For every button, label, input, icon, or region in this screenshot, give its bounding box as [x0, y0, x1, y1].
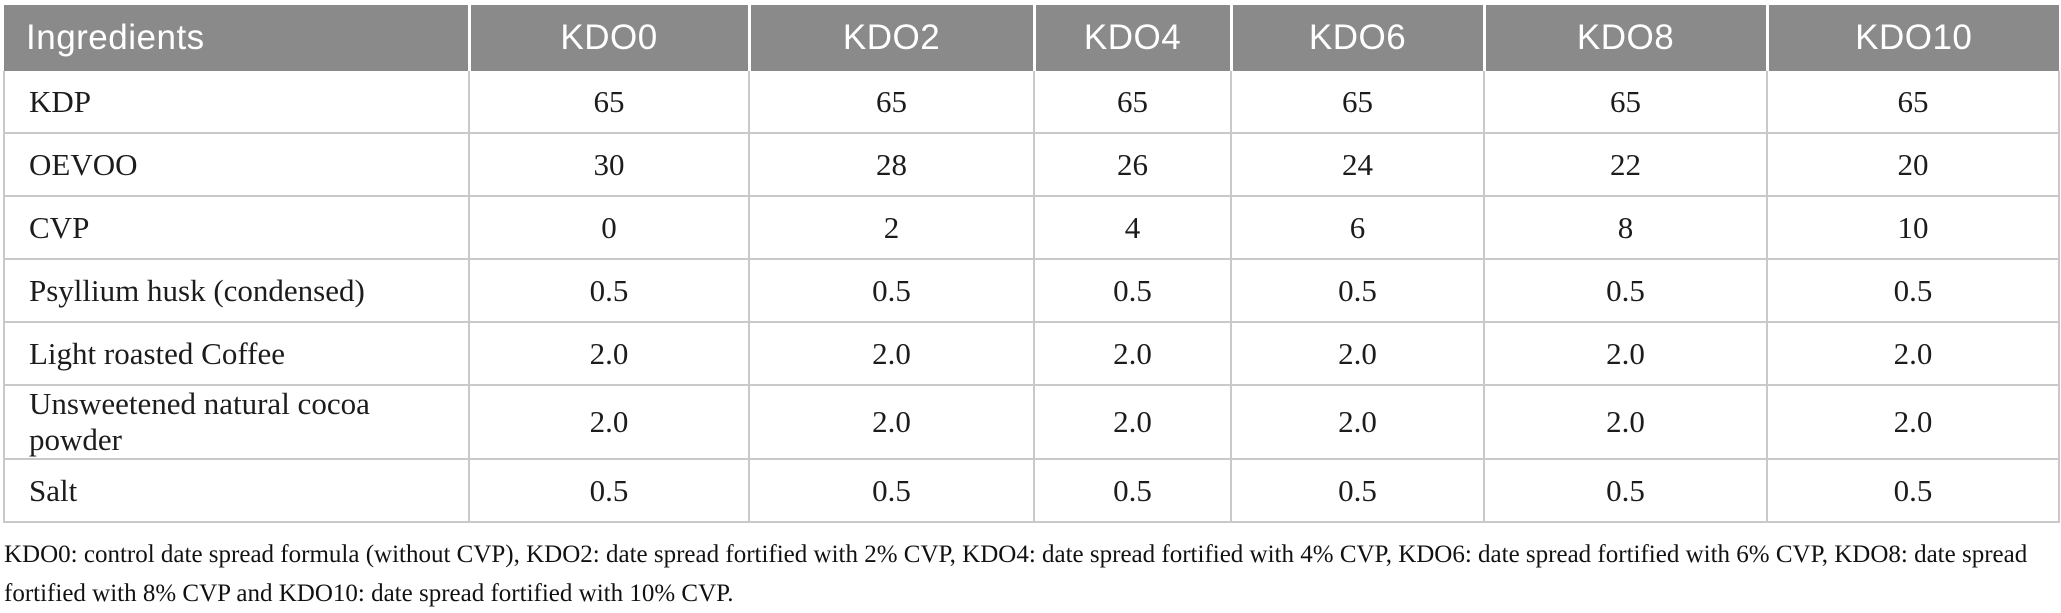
value-cell: 65 [1230, 71, 1485, 134]
value-cell: 0.5 [1766, 258, 2060, 323]
ingredient-cell: KDP [3, 71, 470, 134]
value-cell: 0 [468, 195, 750, 260]
value-cell: 2.0 [1033, 321, 1232, 386]
value-cell: 2.0 [1483, 321, 1768, 386]
table-header-row: Ingredients KDO0 KDO2 KDO4 KDO6 KDO8 KDO10 [4, 5, 2059, 71]
value-cell: 65 [468, 71, 750, 134]
value-cell: 0.5 [1483, 458, 1768, 523]
table-row: Light roasted Coffee 2.0 2.0 2.0 2.0 2.0 2.0 [3, 321, 2060, 386]
value-cell: 2.0 [1483, 384, 1768, 460]
column-header-kdo8: KDO8 [1482, 5, 1767, 71]
table-row: CVP 0 2 4 6 8 10 [3, 195, 2060, 260]
ingredient-cell: OEVOO [3, 132, 470, 197]
value-cell: 0.5 [748, 458, 1035, 523]
value-cell: 30 [468, 132, 750, 197]
ingredient-cell: Light roasted Coffee [3, 321, 470, 386]
value-cell: 2.0 [468, 321, 750, 386]
value-cell: 65 [1766, 71, 2060, 134]
table-row: Salt 0.5 0.5 0.5 0.5 0.5 0.5 [3, 458, 2060, 523]
column-header-ingredients: Ingredients [4, 5, 469, 71]
table-row: Unsweetened natural cocoa powder 2.0 2.0 2.… [3, 384, 2060, 460]
value-cell: 2.0 [1766, 384, 2060, 460]
value-cell: 10 [1766, 195, 2060, 260]
table-body: KDP 65 65 65 65 65 65 OEVOO 30 28 26 24 22 20 CVP 0 2 4 6 8… [3, 71, 2060, 523]
table-header: Ingredients KDO0 KDO2 KDO4 KDO6 KDO8 KDO10 [4, 5, 2059, 71]
ingredients-table: Ingredients KDO0 KDO2 KDO4 KDO6 KDO8 KDO10 KDP… [3, 5, 2060, 523]
value-cell: 0.5 [1033, 258, 1232, 323]
value-cell: 0.5 [1033, 458, 1232, 523]
value-cell: 28 [748, 132, 1035, 197]
column-header-kdo4: KDO4 [1032, 5, 1231, 71]
column-header-kdo6: KDO6 [1229, 5, 1484, 71]
value-cell: 2.0 [468, 384, 750, 460]
table-row: Psyllium husk (condensed) 0.5 0.5 0.5 0.5 0.5… [3, 258, 2060, 323]
value-cell: 26 [1033, 132, 1232, 197]
value-cell: 4 [1033, 195, 1232, 260]
column-header-kdo2: KDO2 [747, 5, 1034, 71]
value-cell: 2.0 [1033, 384, 1232, 460]
column-header-kdo0: KDO0 [467, 5, 749, 71]
value-cell: 0.5 [1483, 258, 1768, 323]
value-cell: 65 [1033, 71, 1232, 134]
column-header-kdo10: KDO10 [1765, 5, 2059, 71]
value-cell: 24 [1230, 132, 1485, 197]
ingredient-cell: Psyllium husk (condensed) [3, 258, 470, 323]
table-row: KDP 65 65 65 65 65 65 [3, 71, 2060, 134]
value-cell: 22 [1483, 132, 1768, 197]
value-cell: 6 [1230, 195, 1485, 260]
value-cell: 0.5 [1766, 458, 2060, 523]
value-cell: 2.0 [1230, 321, 1485, 386]
value-cell: 8 [1483, 195, 1768, 260]
value-cell: 2.0 [1230, 384, 1485, 460]
value-cell: 65 [1483, 71, 1768, 134]
table-footnote: KDO0: control date spread formula (witho… [4, 541, 2028, 607]
value-cell: 0.5 [748, 258, 1035, 323]
value-cell: 65 [748, 71, 1035, 134]
ingredient-cell: Salt [3, 458, 470, 523]
value-cell: 2.0 [1766, 321, 2060, 386]
value-cell: 0.5 [468, 458, 750, 523]
table-row: OEVOO 30 28 26 24 22 20 [3, 132, 2060, 197]
ingredient-cell: Unsweetened natural cocoa powder [3, 384, 470, 460]
value-cell: 20 [1766, 132, 2060, 197]
value-cell: 2 [748, 195, 1035, 260]
value-cell: 2.0 [748, 321, 1035, 386]
value-cell: 0.5 [468, 258, 750, 323]
value-cell: 0.5 [1230, 258, 1485, 323]
value-cell: 0.5 [1230, 458, 1485, 523]
value-cell: 2.0 [748, 384, 1035, 460]
ingredient-cell: CVP [3, 195, 470, 260]
